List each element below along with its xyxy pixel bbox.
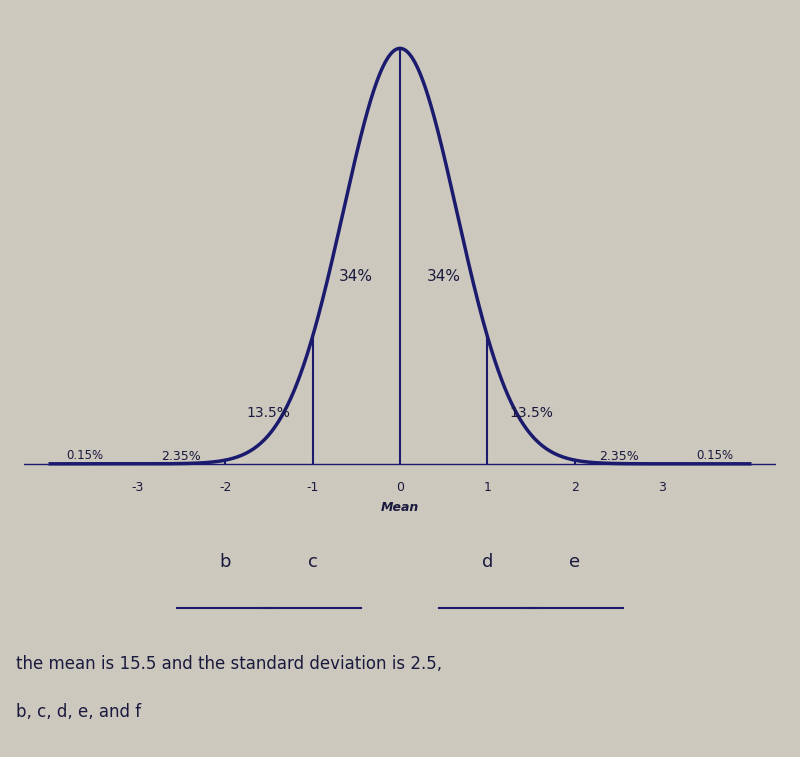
- Text: -3: -3: [131, 481, 144, 494]
- Text: 0: 0: [396, 481, 404, 494]
- Text: 0.15%: 0.15%: [66, 449, 104, 463]
- Text: Mean: Mean: [381, 501, 419, 514]
- Text: b, c, d, e, and f: b, c, d, e, and f: [16, 703, 141, 721]
- Text: 1: 1: [483, 481, 491, 494]
- Text: 2.35%: 2.35%: [598, 450, 638, 463]
- Text: 13.5%: 13.5%: [247, 407, 290, 420]
- Text: 2: 2: [571, 481, 579, 494]
- Text: 3: 3: [658, 481, 666, 494]
- Text: 34%: 34%: [426, 269, 461, 285]
- Text: -2: -2: [219, 481, 231, 494]
- Text: 13.5%: 13.5%: [510, 407, 553, 420]
- Text: 2.35%: 2.35%: [162, 450, 202, 463]
- Text: -1: -1: [306, 481, 318, 494]
- Text: d: d: [482, 553, 493, 571]
- Text: b: b: [219, 553, 231, 571]
- Text: 34%: 34%: [339, 269, 374, 285]
- Text: the mean is 15.5 and the standard deviation is 2.5,: the mean is 15.5 and the standard deviat…: [16, 656, 442, 673]
- Text: c: c: [308, 553, 318, 571]
- Text: 0.15%: 0.15%: [696, 449, 734, 463]
- Text: e: e: [570, 553, 581, 571]
